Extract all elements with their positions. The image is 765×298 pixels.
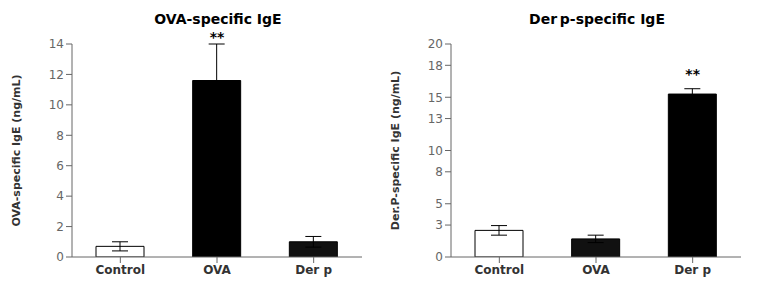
svg-text:12: 12 — [49, 68, 64, 82]
svg-text:10: 10 — [49, 98, 64, 112]
svg-text:3: 3 — [435, 218, 443, 232]
svg-text:Control: Control — [96, 263, 146, 277]
svg-text:Der p: Der p — [674, 263, 711, 277]
svg-text:14: 14 — [49, 37, 64, 51]
svg-text:**: ** — [685, 66, 700, 82]
html-text:OVA-specific IgE: OVA-specific IgE — [154, 11, 282, 27]
svg-text:6: 6 — [56, 159, 64, 173]
svg-text:**: ** — [210, 30, 225, 45]
svg-text:Der p: Der p — [295, 263, 332, 277]
svg-text:8: 8 — [56, 129, 64, 143]
html-text:Der p-specific IgE: Der p-specific IgE — [529, 11, 665, 27]
svg-text:OVA: OVA — [203, 263, 231, 277]
svg-text:OVA-specific IgE (ng/mL): OVA-specific IgE (ng/mL) — [10, 74, 23, 226]
svg-text:5: 5 — [435, 197, 443, 211]
svg-text:8: 8 — [435, 165, 443, 179]
svg-text:2: 2 — [56, 220, 64, 234]
svg-text:OVA: OVA — [582, 263, 610, 277]
svg-text:10: 10 — [428, 144, 443, 158]
svg-text:0: 0 — [56, 250, 64, 264]
svg-text:15: 15 — [428, 91, 443, 105]
svg-text:18: 18 — [428, 59, 443, 73]
svg-text:20: 20 — [428, 37, 443, 51]
svg-text:4: 4 — [56, 189, 64, 203]
svg-text:Der.P-specific IgE (ng/mL): Der.P-specific IgE (ng/mL) — [389, 71, 402, 230]
svg-text:Control: Control — [475, 263, 525, 277]
svg-text:0: 0 — [435, 250, 443, 264]
svg-text:13: 13 — [428, 112, 443, 126]
